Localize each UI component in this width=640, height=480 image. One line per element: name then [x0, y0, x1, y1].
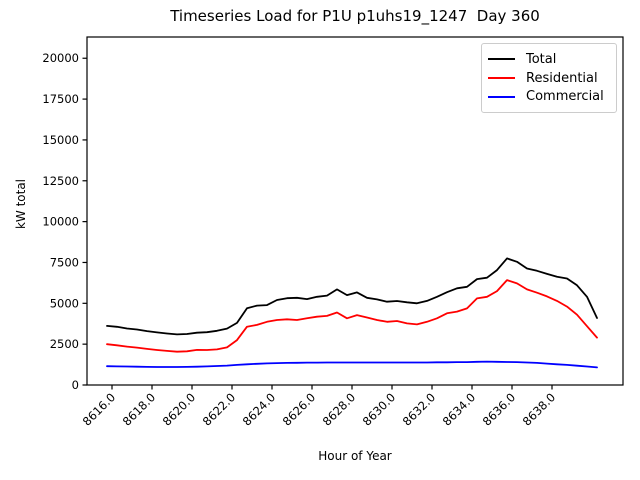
- legend-item-total: Total: [488, 53, 610, 66]
- x-tick-label: 8638.0: [520, 390, 558, 428]
- legend-label-residential: Residential: [526, 70, 598, 86]
- residential-series-line: [106, 279, 598, 353]
- legend: Total Residential Commercial: [481, 43, 617, 113]
- chart-title: Timeseries Load for P1U p1uhs19_1247 Day…: [170, 7, 540, 25]
- legend-label-total: Total: [526, 51, 557, 67]
- legend-label-commercial: Commercial: [526, 89, 604, 105]
- x-tick-label: 8620.0: [160, 390, 198, 428]
- commercial-line-swatch: [488, 95, 515, 98]
- x-tick-label: 8618.0: [120, 390, 158, 428]
- y-tick-label: 15000: [42, 133, 79, 147]
- y-tick-label: 12500: [42, 174, 79, 188]
- x-axis-label: Hour of Year: [318, 449, 392, 463]
- x-tick-label: 8616.0: [80, 390, 118, 428]
- x-tick-label: 8622.0: [200, 390, 238, 428]
- legend-item-residential: Residential: [488, 72, 610, 85]
- y-axis-label: kW total: [14, 178, 28, 230]
- y-tick-label: 5000: [50, 296, 79, 310]
- commercial-series-line: [106, 360, 598, 369]
- residential-line-swatch: [488, 77, 515, 79]
- x-tick-label: 8626.0: [280, 390, 318, 428]
- x-tick-label: 8634.0: [440, 390, 478, 428]
- total-line-swatch: [488, 58, 515, 61]
- x-tick-label: 8636.0: [480, 390, 518, 428]
- x-tick-label: 8630.0: [360, 390, 398, 428]
- axes-frame: [86, 36, 624, 386]
- y-tick-label: 17500: [42, 92, 79, 106]
- y-tick-label: 20000: [42, 51, 79, 65]
- y-tick-label: 10000: [42, 215, 79, 229]
- total-series-line: [106, 257, 598, 336]
- y-tick-label: 7500: [50, 255, 79, 269]
- y-tick-label: 2500: [50, 337, 79, 351]
- x-tick-label: 8628.0: [320, 390, 358, 428]
- x-tick-label: 8624.0: [240, 390, 278, 428]
- legend-item-commercial: Commercial: [488, 90, 610, 103]
- x-tick-label: 8632.0: [400, 390, 438, 428]
- y-tick-label: 0: [72, 378, 79, 392]
